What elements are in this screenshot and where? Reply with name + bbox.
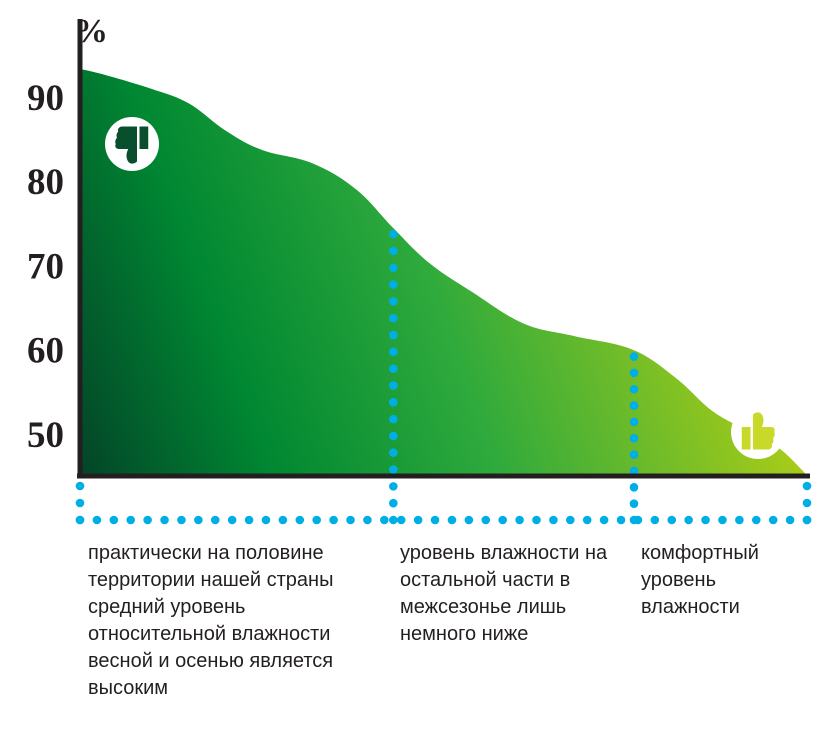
annotation-comfort-humidity: комфортный уровень влажности — [641, 540, 801, 621]
annotation-medium-humidity: уровень влажности на остальной части в м… — [400, 540, 626, 648]
area-fill — [80, 69, 807, 476]
y-tick-label: 70 — [27, 246, 64, 287]
y-tick-label: 60 — [27, 331, 64, 372]
thumbs-up-icon — [731, 405, 785, 459]
annotation-high-humidity: практически на половине территории нашей… — [88, 540, 370, 702]
y-tick-label: 90 — [27, 78, 64, 119]
humidity-chart: 50 60 70 80 90% практически на половине терр… — [0, 0, 834, 750]
y-tick-label: 80 — [27, 162, 64, 203]
y-tick-label: 50 — [27, 415, 64, 456]
y-axis-unit: % — [74, 13, 108, 50]
thumbs-down-icon — [105, 117, 159, 171]
